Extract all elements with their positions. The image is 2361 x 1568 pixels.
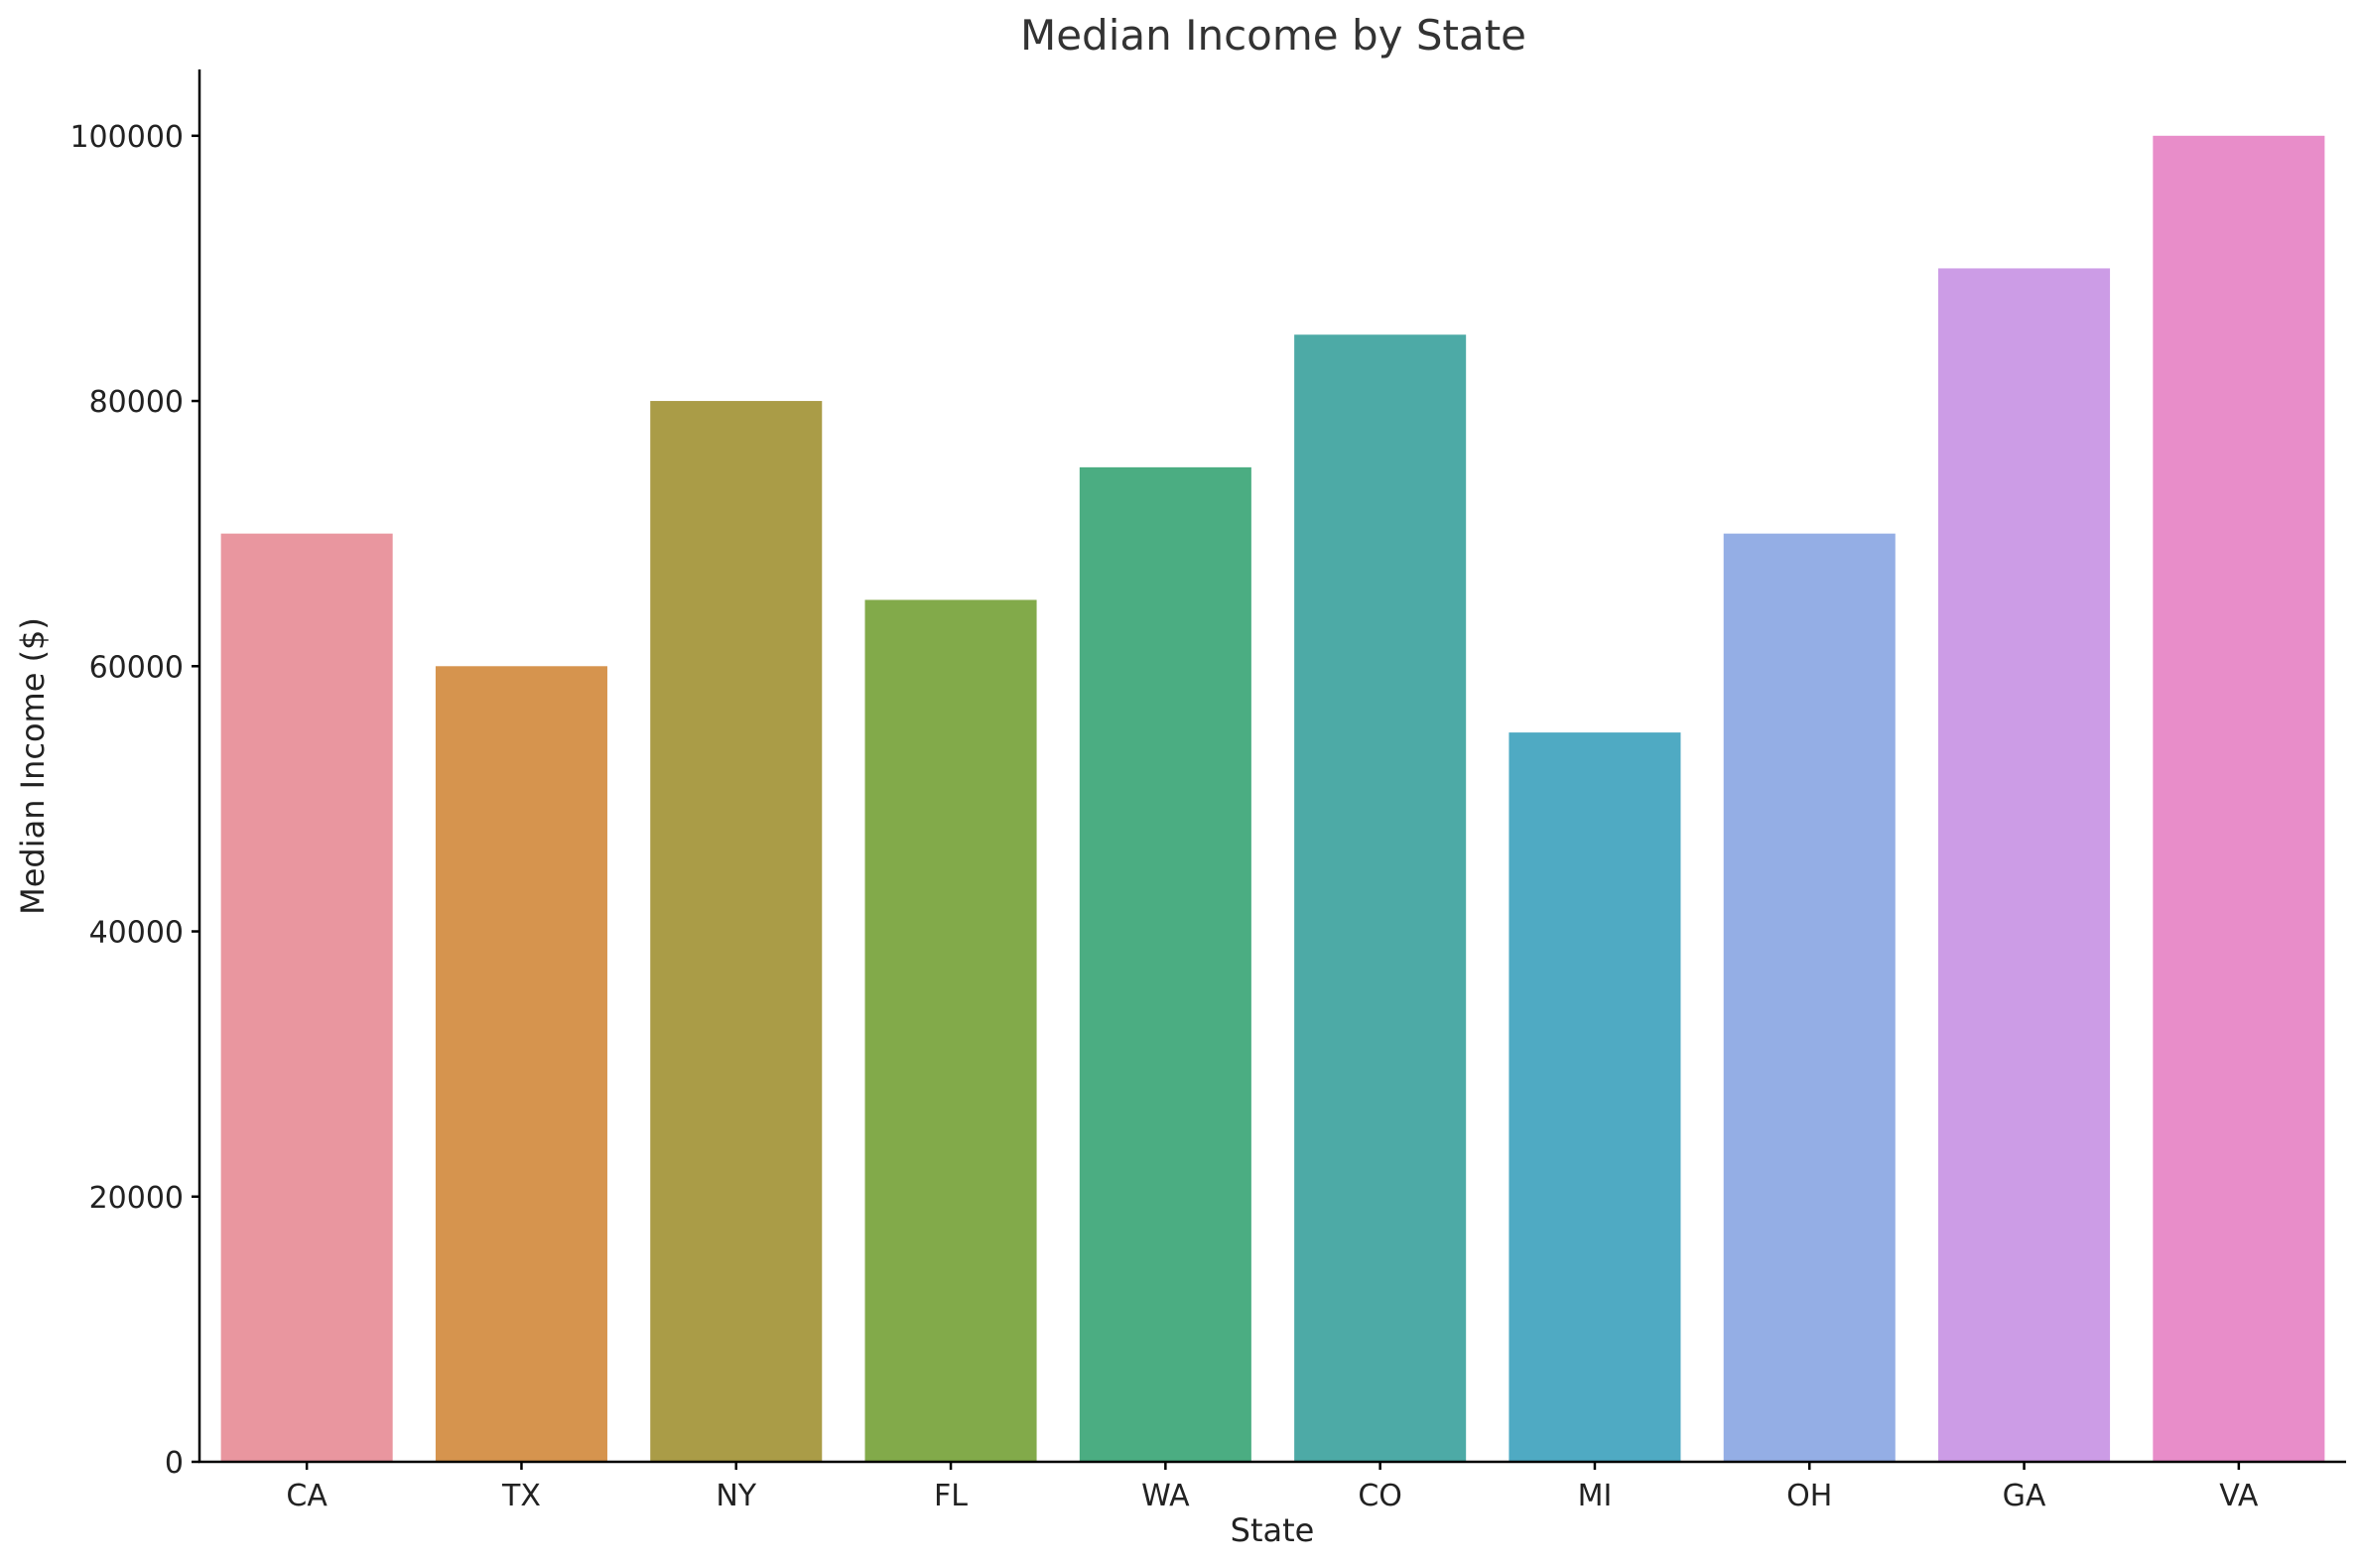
- y-axis-ticks: 0 20000 40000 60000 80000 100000: [69, 120, 199, 1481]
- y-tick-label: 40000: [89, 916, 184, 951]
- x-axis-ticks: CA TX NY FL WA CO MI OH GA VA: [286, 1462, 2259, 1513]
- x-tick-label: OH: [1786, 1479, 1832, 1513]
- y-tick-label: 20000: [89, 1181, 184, 1216]
- y-axis-label: Median Income ($): [14, 617, 52, 915]
- bar-va: [2153, 135, 2325, 1462]
- x-tick-label: WA: [1141, 1479, 1190, 1513]
- bar-oh: [1723, 533, 1896, 1462]
- chart-title: Median Income by State: [1020, 11, 1526, 60]
- bar-fl: [864, 599, 1037, 1462]
- x-tick-label: GA: [2003, 1479, 2046, 1513]
- bars-group: [220, 135, 2325, 1463]
- y-tick-label: 80000: [89, 385, 184, 420]
- x-tick-label: FL: [934, 1479, 968, 1513]
- bar-ca: [220, 533, 393, 1462]
- bar-ga: [1938, 268, 2111, 1462]
- x-axis-label: State: [1231, 1511, 1315, 1549]
- bar-wa: [1079, 466, 1251, 1462]
- y-tick-label: 100000: [69, 120, 184, 155]
- x-tick-label: MI: [1578, 1479, 1613, 1513]
- bar-tx: [435, 666, 607, 1462]
- x-tick-label: TX: [501, 1479, 541, 1513]
- y-tick-label: 0: [165, 1446, 184, 1481]
- bar-co: [1294, 334, 1467, 1463]
- x-tick-label: CO: [1358, 1479, 1402, 1513]
- bar-ny: [650, 401, 823, 1462]
- bar-mi: [1508, 732, 1681, 1462]
- x-tick-label: CA: [286, 1479, 328, 1513]
- y-tick-label: 60000: [89, 650, 184, 685]
- x-tick-label: VA: [2219, 1479, 2259, 1513]
- x-tick-label: NY: [716, 1479, 756, 1513]
